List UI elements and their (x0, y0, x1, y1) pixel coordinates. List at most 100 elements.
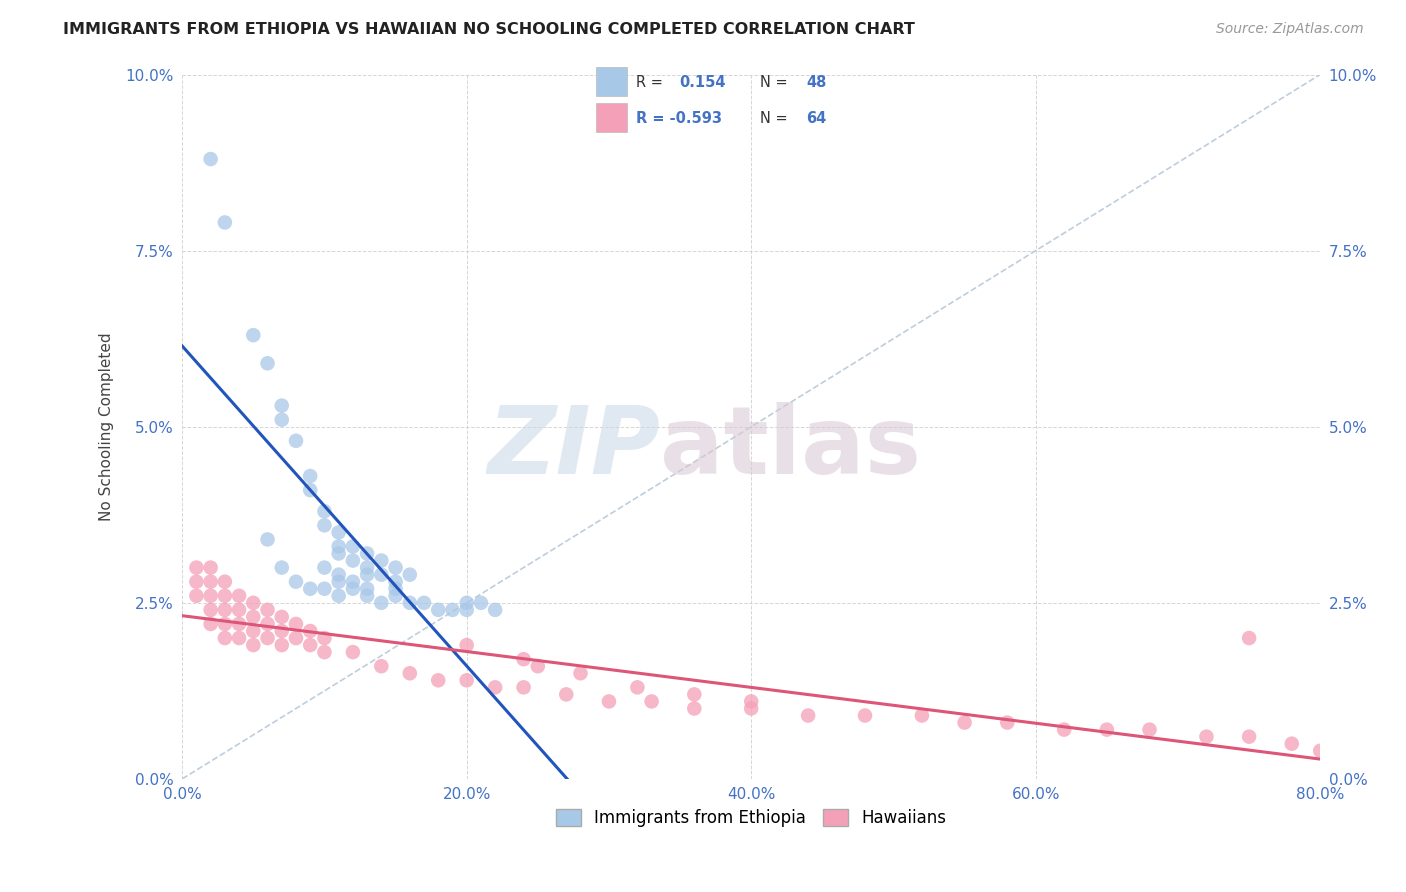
Point (270, 399, 292, 413)
Point (484, 603, 506, 617)
Point (285, 616, 308, 631)
Point (200, 560, 222, 574)
Point (200, 574, 222, 589)
Point (228, 603, 250, 617)
Point (314, 560, 336, 574)
Point (256, 631, 278, 645)
Point (1281, 737, 1303, 751)
Point (626, 681, 648, 695)
Point (186, 560, 208, 574)
Point (270, 638, 292, 652)
Point (1195, 730, 1218, 744)
Point (427, 673, 450, 688)
Point (314, 582, 336, 596)
Point (456, 638, 478, 652)
Text: N =: N = (759, 111, 792, 126)
Point (427, 603, 450, 617)
Point (214, 631, 236, 645)
Text: Source: ZipAtlas.com: Source: ZipAtlas.com (1216, 22, 1364, 37)
Point (200, 152, 222, 166)
Point (200, 603, 222, 617)
Point (214, 589, 236, 603)
Point (370, 659, 392, 673)
Point (356, 547, 378, 561)
Point (228, 616, 250, 631)
Point (398, 596, 420, 610)
Point (242, 596, 264, 610)
Point (370, 553, 392, 567)
Point (314, 518, 336, 533)
Point (242, 610, 264, 624)
Point (270, 624, 292, 638)
Point (270, 560, 292, 574)
Point (299, 469, 322, 483)
Text: 64: 64 (806, 111, 827, 126)
Point (186, 574, 208, 589)
Point (228, 631, 250, 645)
Legend: Immigrants from Ethiopia, Hawaiians: Immigrants from Ethiopia, Hawaiians (550, 803, 953, 834)
Point (1053, 723, 1076, 737)
Point (356, 560, 378, 574)
Point (314, 631, 336, 645)
Point (228, 589, 250, 603)
FancyBboxPatch shape (596, 103, 627, 132)
Point (398, 567, 420, 582)
Point (370, 567, 392, 582)
Point (1237, 631, 1260, 645)
Point (256, 616, 278, 631)
Point (256, 533, 278, 547)
Point (299, 624, 322, 638)
Point (285, 434, 308, 448)
Point (242, 624, 264, 638)
Point (314, 504, 336, 518)
Point (200, 589, 222, 603)
Point (740, 701, 762, 715)
Point (512, 652, 534, 666)
Point (370, 596, 392, 610)
Point (214, 616, 236, 631)
Point (342, 574, 364, 589)
Point (214, 574, 236, 589)
Point (186, 589, 208, 603)
Text: R = -0.593: R = -0.593 (636, 111, 723, 126)
Point (299, 483, 322, 497)
Point (456, 673, 478, 688)
Point (797, 708, 820, 723)
Point (413, 596, 436, 610)
Point (342, 553, 364, 567)
Point (328, 540, 350, 554)
Point (328, 567, 350, 582)
Point (299, 582, 322, 596)
Point (384, 560, 406, 574)
Point (285, 631, 308, 645)
Point (683, 687, 706, 701)
Point (356, 582, 378, 596)
Point (527, 659, 550, 673)
Point (285, 574, 308, 589)
Point (1139, 723, 1161, 737)
Y-axis label: No Schooling Completed: No Schooling Completed (100, 333, 114, 521)
Point (384, 582, 406, 596)
Text: 0.154: 0.154 (679, 75, 725, 90)
Point (356, 567, 378, 582)
Point (1309, 744, 1331, 758)
Point (328, 547, 350, 561)
Point (299, 638, 322, 652)
Point (484, 681, 506, 695)
Point (1237, 730, 1260, 744)
Point (328, 589, 350, 603)
Point (384, 574, 406, 589)
Point (683, 701, 706, 715)
Point (256, 356, 278, 370)
Point (911, 708, 934, 723)
Point (328, 525, 350, 540)
FancyBboxPatch shape (596, 67, 627, 95)
Point (242, 328, 264, 343)
Text: ZIP: ZIP (488, 402, 661, 494)
Text: N =: N = (759, 75, 792, 90)
Point (512, 681, 534, 695)
Point (398, 666, 420, 681)
Point (342, 582, 364, 596)
Point (214, 603, 236, 617)
Point (342, 645, 364, 659)
